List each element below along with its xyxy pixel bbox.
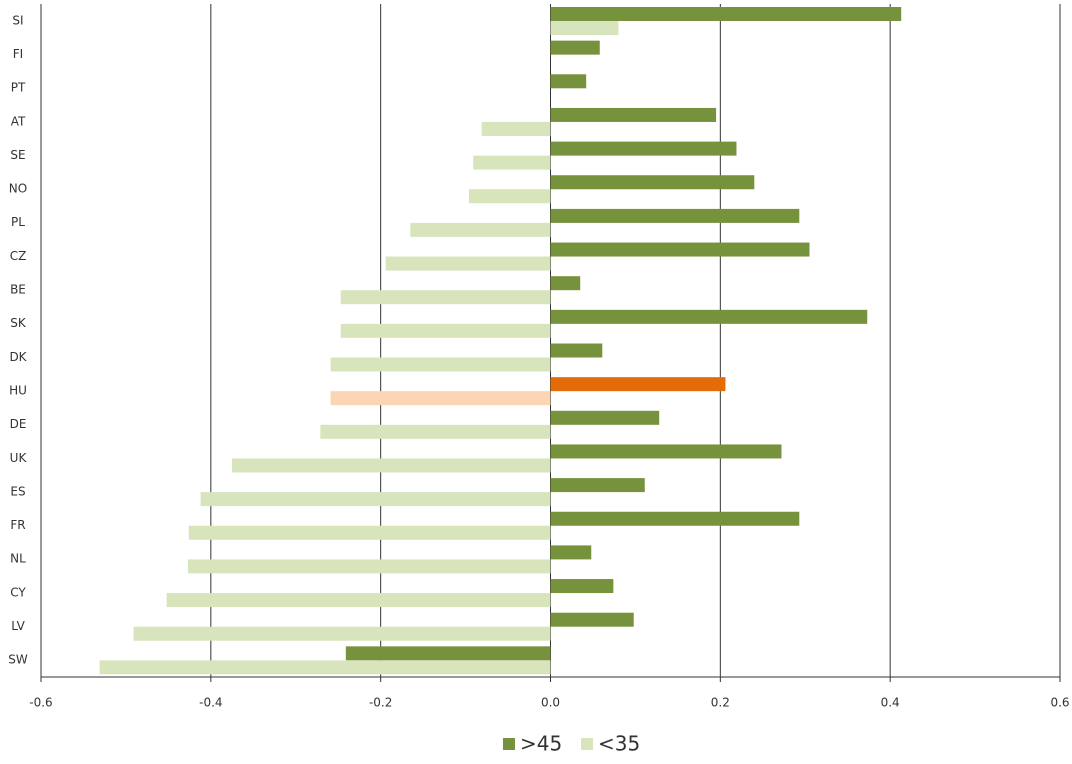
bar — [550, 545, 592, 560]
x-tick-label: 0.2 — [711, 696, 730, 710]
y-tick-label: HU — [9, 383, 27, 397]
bar — [481, 121, 551, 136]
bar — [320, 424, 551, 439]
bar — [340, 323, 551, 338]
bar — [550, 579, 614, 594]
y-tick-label: CY — [10, 585, 26, 599]
bar — [550, 309, 868, 324]
legend-label: >45 — [520, 732, 562, 756]
y-tick-label: FR — [10, 518, 25, 532]
bar — [385, 256, 551, 271]
bar — [188, 525, 551, 540]
bar — [330, 357, 551, 372]
y-tick-label: BE — [10, 283, 26, 297]
bar — [410, 222, 551, 237]
legend-label: <35 — [598, 732, 640, 756]
x-tick-label: -0.6 — [29, 696, 52, 710]
x-tick-label: -0.2 — [369, 696, 392, 710]
y-tick-label: NO — [9, 182, 27, 196]
y-tick-label: SE — [10, 148, 25, 162]
y-tick-label: SW — [8, 653, 28, 667]
y-tick-label: DK — [9, 350, 27, 364]
bar — [550, 612, 634, 627]
y-tick-label: CZ — [10, 249, 27, 263]
y-tick-label: ES — [10, 484, 25, 498]
bar — [345, 646, 551, 661]
y-tick-label: LV — [11, 619, 25, 633]
y-tick-label: DE — [10, 417, 27, 431]
y-tick-label: FI — [13, 47, 23, 61]
bar — [550, 478, 645, 493]
y-tick-label: SI — [12, 13, 23, 27]
bar — [550, 242, 810, 257]
x-tick-label: 0.6 — [1050, 696, 1069, 710]
bar — [550, 276, 581, 291]
bar — [133, 626, 551, 641]
y-tick-label: UK — [10, 451, 28, 465]
bar — [468, 189, 551, 204]
x-tick-label: 0.4 — [881, 696, 900, 710]
bar — [550, 74, 587, 89]
bar — [550, 21, 619, 35]
bar — [550, 40, 600, 55]
y-tick-label: AT — [11, 114, 26, 128]
bar — [187, 559, 551, 574]
y-tick-label: SK — [10, 316, 27, 330]
bar — [550, 410, 660, 425]
y-tick-label: PL — [11, 215, 25, 229]
bar — [200, 492, 551, 507]
bar — [550, 107, 717, 122]
x-tick-label: -0.4 — [199, 696, 222, 710]
bar — [550, 444, 782, 459]
x-tick-label: 0.0 — [541, 696, 560, 710]
bar — [550, 7, 902, 21]
bar — [473, 155, 551, 170]
bar — [550, 208, 800, 223]
bar — [550, 343, 603, 358]
bar — [99, 660, 551, 675]
legend-swatch — [581, 738, 593, 750]
bar — [550, 141, 737, 156]
bar — [550, 175, 755, 190]
bar — [550, 377, 726, 392]
bar — [232, 458, 551, 473]
bar — [330, 391, 551, 406]
bar — [550, 511, 800, 526]
bar — [166, 593, 551, 608]
bar — [340, 290, 551, 305]
y-tick-label: NL — [10, 552, 26, 566]
y-tick-label: PT — [11, 81, 26, 95]
legend-swatch — [503, 738, 515, 750]
